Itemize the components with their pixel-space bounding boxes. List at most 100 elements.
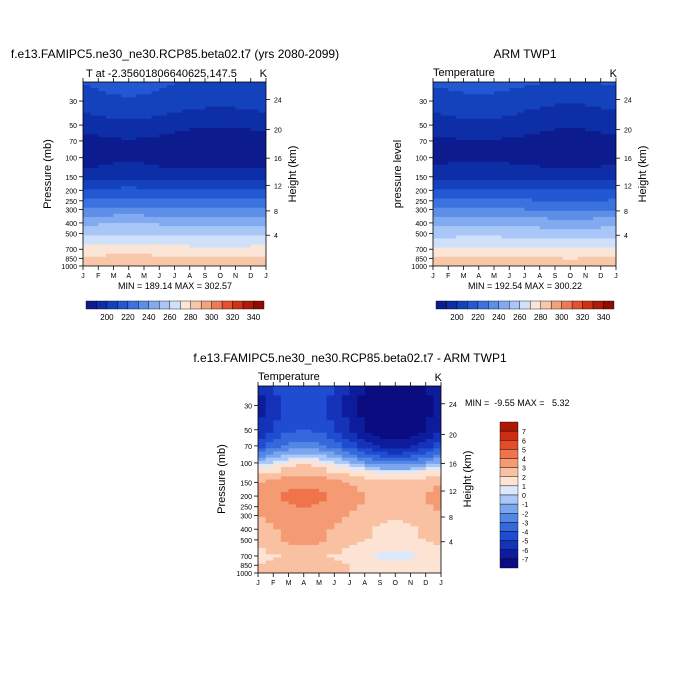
contour-cell	[205, 177, 214, 181]
contour-cell	[205, 149, 214, 154]
contour-cell	[166, 167, 176, 172]
contour-cell	[357, 389, 366, 393]
contour-cell	[212, 192, 221, 197]
contour-cell	[509, 170, 518, 175]
contour-cell	[524, 137, 533, 141]
contour-cell	[585, 204, 594, 209]
contour-cell	[265, 523, 274, 527]
contour-cell	[440, 177, 449, 181]
contour-cell	[455, 137, 465, 141]
contour-cell	[372, 448, 381, 453]
contour-cell	[380, 557, 389, 562]
contour-cell	[585, 115, 594, 120]
contour-cell	[197, 155, 206, 160]
contour-cell	[273, 516, 282, 521]
contour-cell	[243, 124, 252, 129]
contour-cell	[410, 429, 419, 434]
contour-cell	[311, 560, 320, 565]
contour-cell	[486, 220, 495, 224]
contour-cell	[418, 526, 427, 530]
contour-cell	[509, 152, 518, 157]
contour-cell	[258, 520, 267, 524]
contour-cell	[136, 213, 145, 218]
contour-cell	[121, 223, 130, 227]
contour-cell	[509, 103, 518, 108]
contour-cell	[243, 97, 252, 101]
contour-cell	[243, 220, 252, 224]
contour-cell	[227, 244, 237, 249]
contour-cell	[410, 520, 419, 524]
contour-cell	[425, 485, 434, 490]
contour-cell	[189, 140, 198, 144]
contour-cell	[425, 498, 434, 502]
contour-cell	[151, 158, 160, 163]
contour-cell	[455, 244, 465, 249]
contour-cell	[440, 226, 449, 230]
contour-cell	[258, 124, 266, 129]
contour-cell	[501, 238, 510, 243]
contour-cell	[524, 155, 533, 160]
contour-cell	[326, 476, 335, 481]
contour-cell	[440, 186, 449, 190]
contour-cell	[410, 535, 419, 540]
contour-cell	[197, 210, 206, 215]
contour-cell	[220, 216, 229, 221]
contour-cell	[364, 435, 373, 440]
contour-cell	[509, 155, 518, 160]
contour-cell	[144, 131, 153, 135]
contour-cell	[570, 100, 579, 105]
contour-cell	[280, 407, 290, 412]
contour-cell	[433, 210, 442, 215]
contour-cell	[577, 118, 587, 123]
contour-cell	[410, 523, 419, 527]
contour-cell	[410, 538, 419, 543]
contour-cell	[151, 256, 160, 261]
contour-cell	[410, 501, 419, 506]
contour-cell	[159, 186, 168, 190]
contour-cell	[478, 207, 487, 212]
contour-cell	[547, 192, 556, 197]
contour-cell	[402, 407, 412, 412]
contour-cell	[501, 143, 510, 147]
contour-cell	[524, 106, 533, 111]
contour-cell	[585, 109, 594, 114]
contour-cell	[159, 146, 168, 151]
contour-cell	[250, 161, 259, 166]
contour-cell	[524, 177, 533, 181]
contour-cell	[524, 121, 533, 126]
contour-cell	[524, 207, 533, 212]
contour-cell	[532, 109, 541, 114]
contour-cell	[280, 548, 290, 552]
contour-cell	[357, 538, 366, 543]
contour-cell	[258, 128, 266, 132]
contour-cell	[98, 250, 107, 255]
contour-cell	[319, 426, 328, 431]
contour-cell	[273, 463, 282, 468]
contour-cell	[478, 177, 487, 181]
contour-cell	[227, 226, 237, 230]
contour-cell	[364, 454, 373, 459]
contour-cell	[418, 442, 427, 446]
contour-cell	[311, 563, 320, 568]
contour-cell	[128, 103, 137, 108]
contour-cell	[501, 103, 510, 108]
contour-cell	[166, 121, 176, 126]
contour-cell	[303, 448, 312, 453]
contour-cell	[90, 121, 99, 126]
contour-cell	[258, 213, 266, 218]
colorbar-swatch	[499, 440, 519, 450]
contour-cell	[197, 232, 206, 236]
contour-cell	[319, 404, 328, 409]
contour-cell	[562, 131, 571, 135]
contour-cell	[128, 256, 137, 261]
contour-cell	[288, 501, 297, 506]
contour-cell	[144, 250, 153, 255]
contour-cell	[105, 115, 115, 120]
contour-cell	[303, 529, 312, 534]
contour-cell	[243, 210, 252, 215]
contour-cell	[296, 470, 305, 474]
contour-cell	[600, 82, 609, 86]
contour-cell	[121, 256, 130, 261]
contour-cell	[151, 106, 160, 111]
contour-cell	[532, 259, 541, 264]
